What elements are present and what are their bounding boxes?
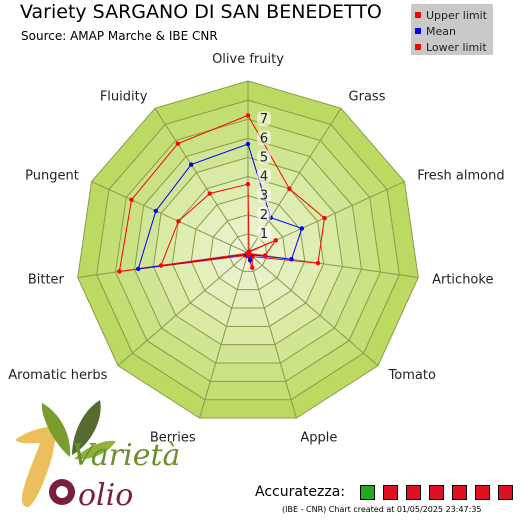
tick-label: 1 — [260, 227, 268, 242]
legend-item-upper: Upper limit — [411, 8, 493, 22]
series-point — [287, 186, 292, 191]
category-label: Berries — [150, 430, 196, 445]
radar-spoke — [247, 252, 379, 367]
accuracy-box-7 — [498, 485, 513, 500]
chart-source: Source: AMAP Marche & IBE CNR — [21, 29, 218, 43]
radar-tick-labels: 1 2 3 4 5 6 7 — [257, 111, 271, 242]
accuracy-indicator — [360, 485, 521, 500]
tick-label: 7 — [260, 112, 268, 127]
accuracy-box-6 — [475, 485, 490, 500]
chart-credit: (IBE - CNR) Chart created at 01/05/2025 … — [282, 505, 482, 514]
series-point — [315, 260, 321, 266]
legend: Upper limit Mean Lower limit — [411, 4, 493, 55]
tick-label-bg — [257, 111, 271, 127]
series-point — [322, 215, 327, 221]
legend-swatch-upper — [415, 12, 421, 18]
accuracy-box-5 — [452, 485, 467, 500]
radar-spoke — [91, 181, 249, 254]
series-point — [245, 251, 250, 256]
logo-text-olio: olio — [78, 478, 133, 513]
series-line — [137, 143, 303, 270]
category-label: Olive fruity — [212, 52, 284, 67]
series-point — [188, 162, 194, 167]
radar-series — [117, 113, 327, 274]
category-label: Pungent — [25, 169, 79, 184]
tick-label-bg — [257, 206, 271, 222]
radar-spoke — [199, 252, 249, 419]
legend-item-mean: Mean — [411, 24, 493, 38]
tick-label-bg — [257, 168, 271, 184]
radar-category-labels: Olive fruity Grass Fresh almond Artichoke To… — [8, 52, 504, 445]
series-point — [299, 226, 305, 231]
legend-swatch-mean — [415, 28, 421, 34]
tick-label: 2 — [260, 208, 268, 223]
accuracy-box-1 — [360, 485, 375, 500]
logo-text-varieta: Varietà — [72, 438, 180, 473]
tick-label: 3 — [260, 189, 268, 204]
tick-label: 6 — [260, 131, 268, 146]
series-point — [245, 182, 251, 187]
tick-label-bg — [257, 130, 271, 146]
radar-spoke — [247, 252, 297, 419]
series-point — [176, 219, 181, 224]
varieta-olio-logo: Varietà olio — [15, 400, 180, 513]
series-point — [245, 141, 251, 147]
accuracy-box-4 — [429, 485, 444, 500]
radar-spoke — [247, 252, 419, 278]
accuracy-box-2 — [383, 485, 398, 500]
radar-spoke — [154, 108, 249, 254]
legend-item-lower: Lower limit — [411, 40, 493, 54]
series-point — [175, 141, 180, 146]
legend-swatch-lower — [415, 44, 421, 50]
accuracy-box-3 — [406, 485, 421, 500]
series-point — [250, 265, 255, 270]
tick-label-bg — [257, 225, 271, 241]
tick-label-bg — [257, 187, 271, 203]
series-point — [153, 208, 159, 214]
category-label: Tomato — [388, 368, 436, 383]
accuracy-label: Accuratezza: — [255, 484, 346, 500]
series-point — [207, 191, 212, 196]
category-label: Apple — [300, 430, 337, 445]
legend-label-upper: Upper limit — [426, 8, 487, 22]
category-label: Bitter — [28, 272, 65, 287]
series-point — [262, 253, 268, 258]
legend-label-lower: Lower limit — [426, 40, 487, 54]
series-point — [247, 258, 253, 263]
series-point — [117, 269, 122, 274]
tick-label-bg — [257, 149, 271, 165]
series-point — [289, 257, 294, 262]
category-label: Grass — [349, 90, 386, 105]
chart-title: Variety SARGANO DI SAN BENEDETTO — [20, 1, 382, 23]
series-point — [158, 263, 164, 268]
series-point — [245, 113, 251, 118]
tick-label: 5 — [260, 150, 268, 165]
tick-label: 4 — [260, 170, 268, 185]
radar-spoke — [117, 252, 249, 367]
category-label: Aromatic herbs — [8, 368, 107, 383]
category-label: Artichoke — [432, 272, 493, 287]
series-point — [129, 197, 134, 203]
category-label: Fresh almond — [417, 169, 504, 184]
series-point — [273, 238, 279, 243]
series-point — [136, 266, 141, 271]
legend-label-mean: Mean — [426, 24, 456, 38]
category-label: Fluidity — [100, 90, 148, 105]
